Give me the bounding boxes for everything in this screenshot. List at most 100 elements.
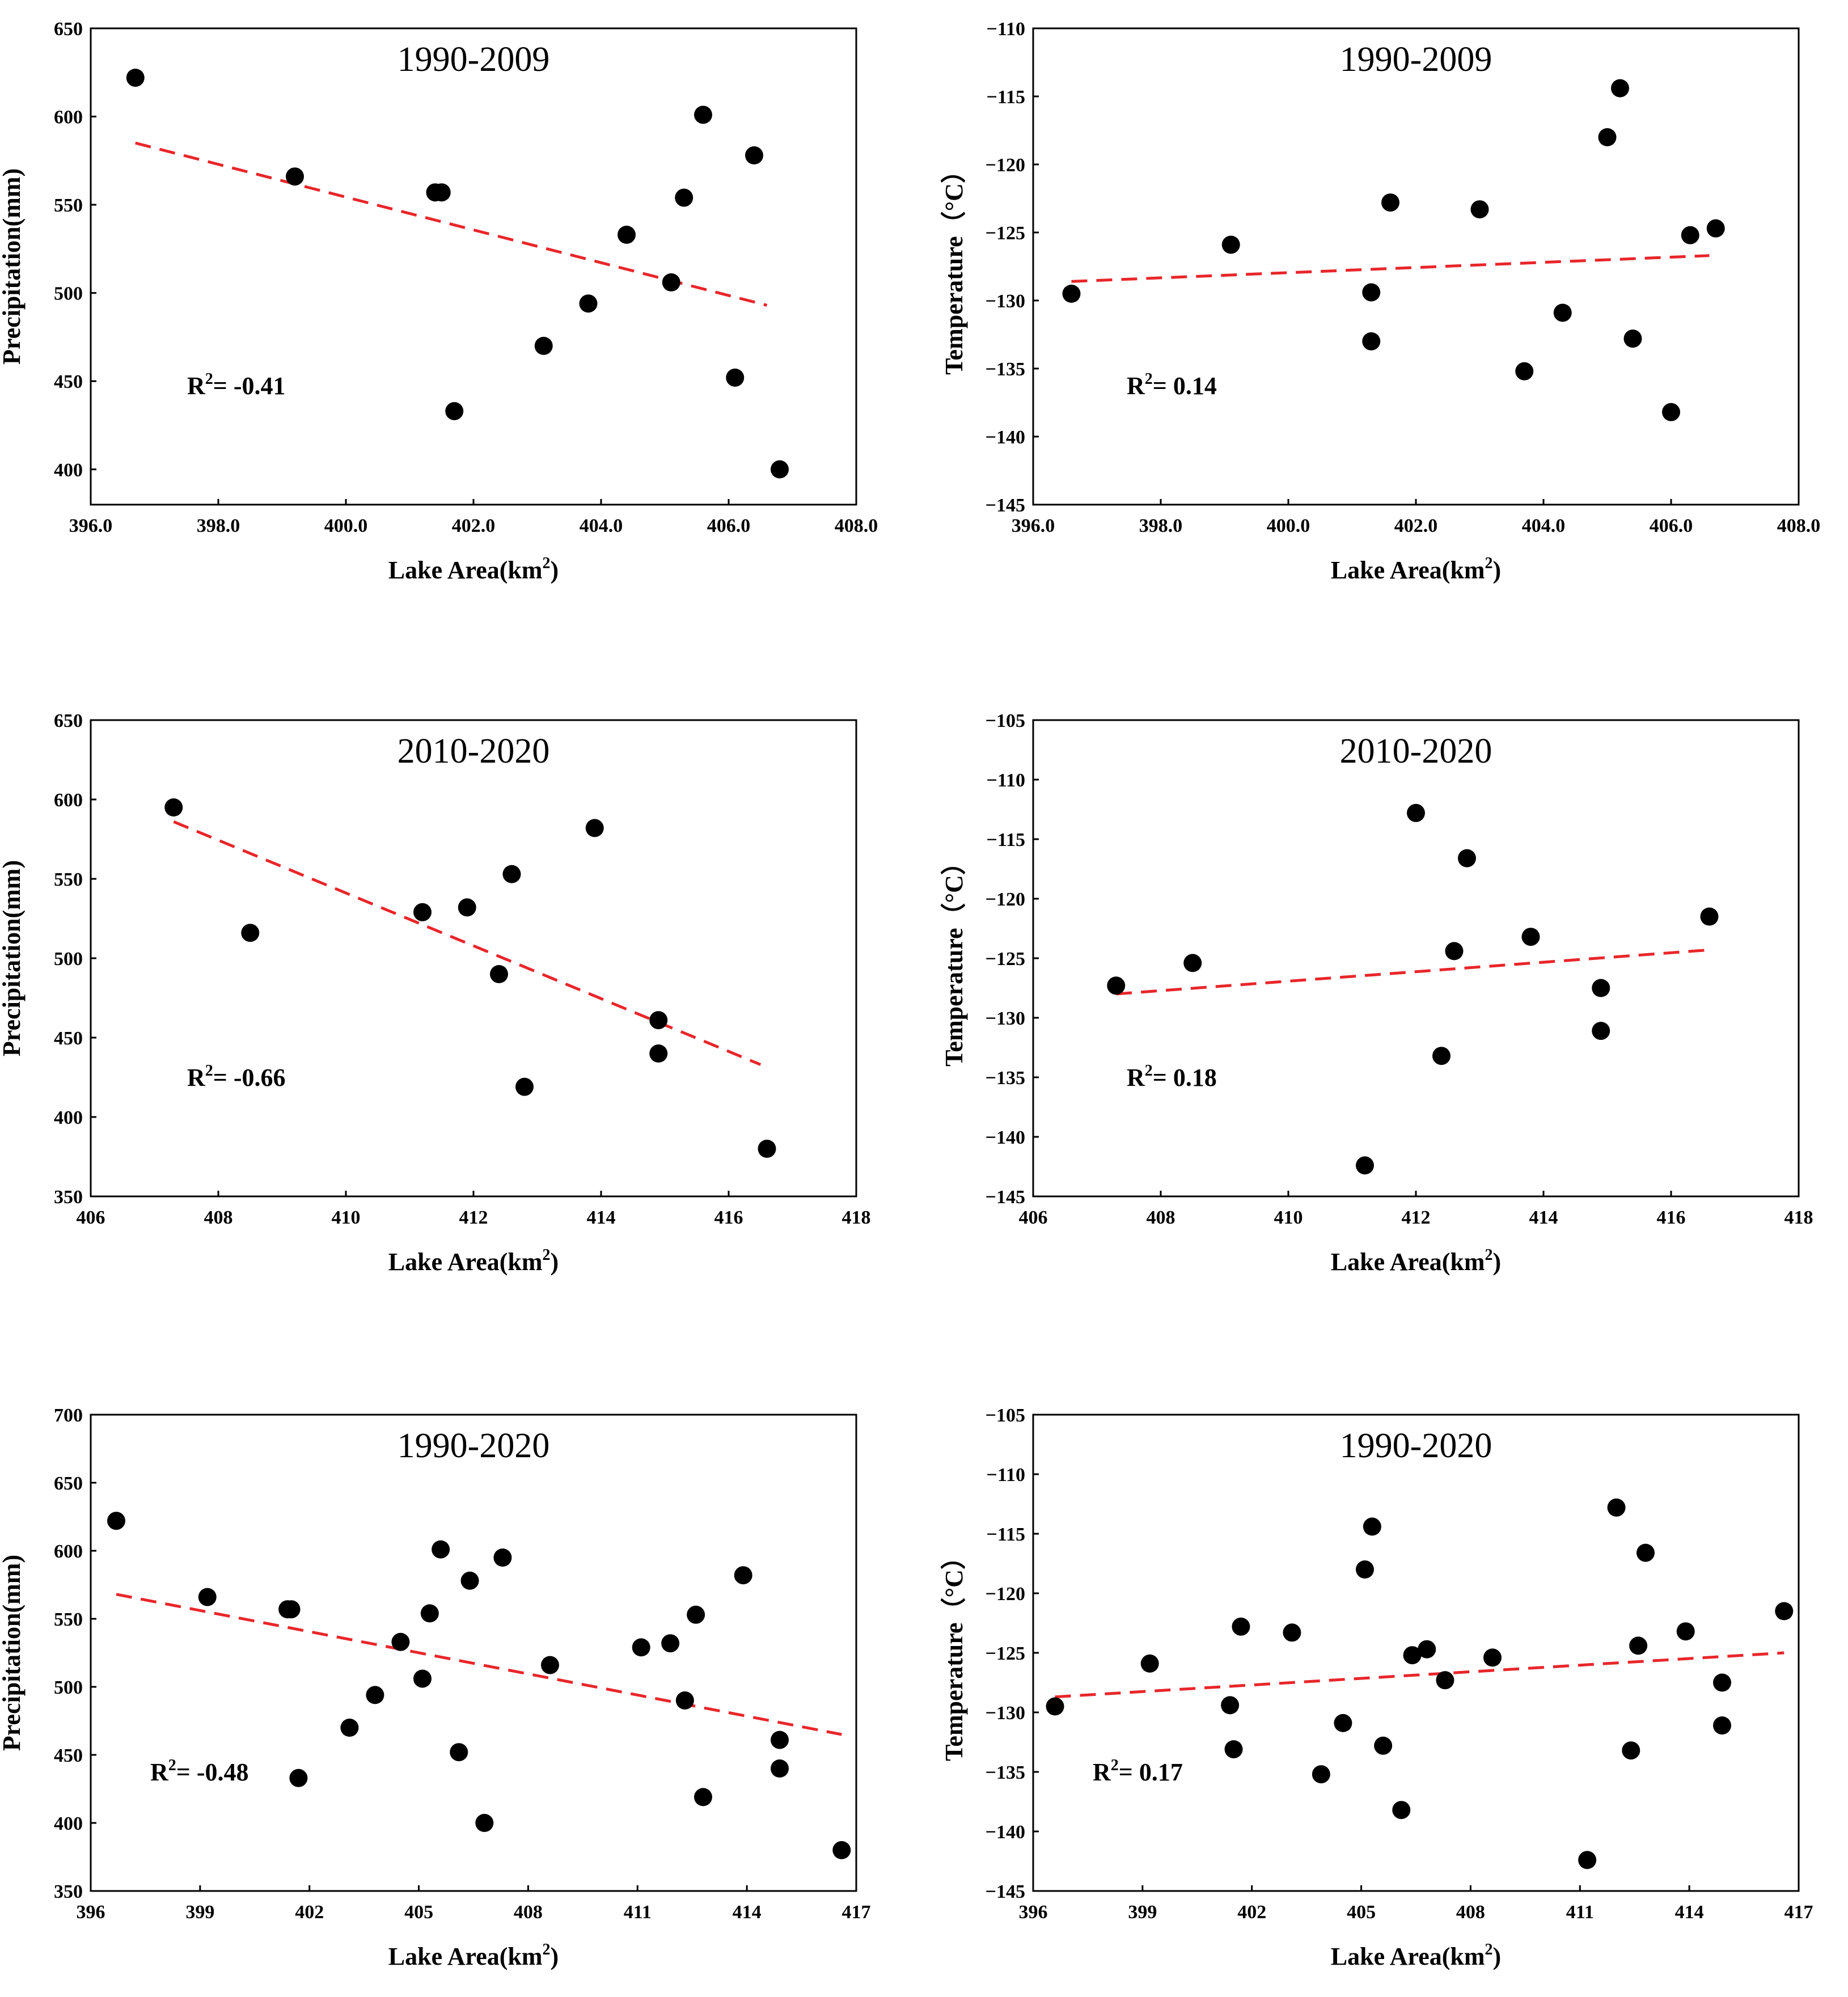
trend-line: [173, 820, 762, 1066]
x-tick-label: 398.0: [197, 515, 240, 536]
y-tick-label: 650: [54, 19, 83, 40]
data-point: [1458, 849, 1476, 868]
data-point: [1221, 1696, 1240, 1715]
data-point: [1140, 1654, 1159, 1673]
data-point: [1436, 1671, 1454, 1690]
x-tick-label: 408: [204, 1207, 233, 1228]
y-axis-label: Precipitation(mm): [0, 168, 26, 365]
y-tick-label: 650: [54, 1473, 83, 1494]
r2-annotation: R2= 0.18: [1127, 1062, 1217, 1091]
trend-line: [1055, 1651, 1784, 1699]
data-point: [432, 1540, 450, 1559]
data-point: [458, 898, 476, 917]
data-point: [1362, 332, 1381, 350]
data-point: [579, 294, 598, 313]
y-tick-label: −105: [986, 710, 1025, 731]
x-axis-label: Lake Area(km2): [1331, 1246, 1501, 1276]
data-point: [1607, 1498, 1626, 1517]
x-tick-label: 408.0: [1777, 515, 1821, 536]
data-point: [490, 965, 508, 983]
data-point: [1578, 1851, 1597, 1869]
x-tick-label: 408: [1147, 1207, 1175, 1228]
y-tick-label: 450: [54, 1028, 83, 1049]
data-point: [475, 1814, 494, 1832]
data-point: [1362, 283, 1381, 302]
plot-frame: [90, 27, 857, 506]
y-tick-label: −125: [986, 223, 1025, 244]
data-point: [1432, 1047, 1451, 1065]
x-tick-label: 405: [1347, 1902, 1376, 1923]
y-tick-label: 400: [54, 460, 83, 481]
data-point: [1622, 1741, 1640, 1760]
y-tick-label: 400: [54, 1813, 83, 1834]
y-axis-label: Temperature（°C）: [940, 1545, 968, 1761]
y-tick-label: 450: [54, 1745, 83, 1766]
x-tick-label: 402: [1237, 1902, 1266, 1923]
x-tick-label: 396.0: [69, 515, 113, 536]
x-tick-label: 408: [1456, 1902, 1485, 1923]
x-tick-label: 405: [404, 1902, 433, 1923]
data-point: [432, 183, 451, 202]
y-tick-label: 350: [54, 1881, 83, 1902]
r2-annotation: R2= 0.14: [1127, 370, 1217, 400]
data-point: [1403, 1646, 1422, 1665]
data-point: [541, 1656, 559, 1674]
data-point: [771, 1759, 789, 1778]
x-axis-label: Lake Area(km2): [388, 1246, 559, 1276]
data-point: [1611, 79, 1629, 98]
chart-title: 2010-2020: [397, 732, 550, 771]
y-tick-label: 450: [54, 371, 83, 392]
data-point: [585, 819, 604, 837]
y-tick-label: −115: [987, 1524, 1026, 1545]
y-tick-label: −125: [986, 1643, 1025, 1664]
data-point: [734, 1566, 752, 1585]
y-tick-label: −135: [986, 1762, 1025, 1783]
x-axis-label: Lake Area(km2): [1331, 1941, 1501, 1970]
trend-line: [116, 1593, 842, 1736]
data-point: [1062, 285, 1081, 303]
x-tick-label: 406: [1019, 1207, 1048, 1228]
y-tick-label: −120: [986, 889, 1025, 910]
data-point: [289, 1768, 308, 1787]
data-point: [126, 69, 145, 87]
y-tick-label: −115: [987, 87, 1026, 108]
y-tick-label: −130: [986, 1703, 1025, 1724]
plot-frame: [90, 1414, 857, 1892]
data-point: [745, 146, 763, 164]
y-tick-label: −135: [986, 359, 1025, 380]
x-tick-label: 411: [1566, 1902, 1594, 1923]
data-point: [1232, 1617, 1250, 1636]
x-tick-label: 414: [733, 1902, 762, 1923]
y-tick-label: −130: [986, 291, 1025, 312]
x-tick-label: 400.0: [324, 515, 368, 536]
y-tick-label: −115: [987, 830, 1026, 851]
x-tick-label: 406: [77, 1207, 105, 1228]
data-point: [1381, 193, 1399, 212]
chart-title: 1990-2020: [1340, 1427, 1492, 1465]
x-tick-label: 406.0: [707, 515, 751, 536]
data-point: [1046, 1697, 1064, 1716]
trend-line: [1071, 254, 1710, 283]
chart-title: 1990-2009: [1340, 40, 1492, 79]
data-point: [694, 1788, 712, 1806]
y-axis-label: Temperature（°C）: [940, 158, 968, 375]
y-tick-label: −120: [986, 1584, 1025, 1605]
data-point: [445, 402, 464, 421]
data-point: [1224, 1740, 1243, 1759]
x-tick-label: 404.0: [580, 515, 623, 536]
data-point: [1521, 928, 1540, 946]
data-point: [493, 1548, 512, 1567]
x-tick-label: 418: [842, 1207, 871, 1228]
y-tick-label: 350: [54, 1187, 83, 1208]
data-point: [661, 1634, 680, 1653]
data-point: [1592, 1022, 1610, 1040]
y-tick-label: −130: [986, 1008, 1025, 1029]
data-point: [286, 167, 304, 186]
data-point: [1407, 803, 1425, 822]
x-tick-label: 402.0: [1394, 515, 1438, 536]
x-tick-label: 408: [514, 1902, 543, 1923]
chart-title: 2010-2020: [1340, 732, 1492, 771]
x-tick-label: 396.0: [1012, 515, 1055, 536]
data-point: [1681, 226, 1699, 244]
